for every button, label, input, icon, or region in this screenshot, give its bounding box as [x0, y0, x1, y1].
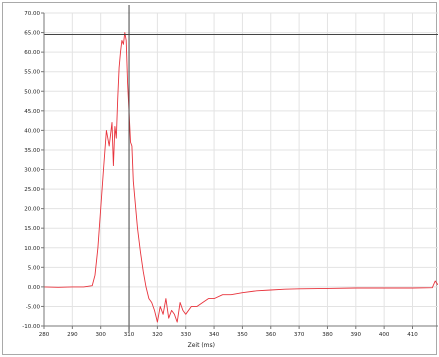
- line-chart: -10.00 -5.00 0.00 5.00 10.00 15.00 20.00 25.00 3…: [22, 5, 438, 349]
- y-axis-ticks: -10.00 -5.00 0.00 5.00 10.00 15.00 20.00 25.00 3…: [22, 11, 44, 330]
- series-group: [43, 32, 438, 323]
- y-tick-label: 65.00: [24, 31, 40, 37]
- y-tick-label: 10.00: [24, 246, 40, 252]
- y-tick-label: -10.00: [22, 324, 40, 330]
- x-tick-label: 330: [180, 332, 191, 338]
- series-line: [43, 32, 438, 323]
- y-tick-label: 55.00: [24, 70, 40, 76]
- x-tick-label: 390: [351, 332, 362, 338]
- y-tick-label: 50.00: [24, 89, 40, 95]
- x-tick-label: 310: [124, 332, 135, 338]
- y-tick-label: 5.00: [28, 265, 41, 271]
- x-tick-label: 280: [39, 332, 50, 338]
- y-tick-label: 30.00: [24, 168, 40, 174]
- y-tick-label: 0.00: [28, 285, 41, 291]
- x-tick-label: 400: [379, 332, 390, 338]
- y-tick-label: 35.00: [24, 148, 40, 154]
- y-tick-label: 15.00: [24, 226, 40, 232]
- x-tick-label: 300: [95, 332, 106, 338]
- y-tick-label: -5.00: [26, 304, 41, 310]
- y-tick-label: 20.00: [24, 207, 40, 213]
- crosshair-cursor[interactable]: [44, 5, 438, 332]
- y-tick-label: 70.00: [24, 11, 40, 17]
- x-axis-ticks: 280 290 300 310 320 330 340 350 360 370 380 390 400 4…: [39, 326, 418, 338]
- x-axis-label: Zeit (ms): [188, 342, 215, 349]
- x-tick-label: 290: [67, 332, 78, 338]
- x-tick-label: 350: [237, 332, 248, 338]
- x-tick-label: 380: [322, 332, 333, 338]
- x-tick-label: 340: [209, 332, 220, 338]
- x-tick-label: 410: [407, 332, 418, 338]
- x-tick-label: 370: [294, 332, 305, 338]
- y-tick-label: 25.00: [24, 187, 40, 193]
- y-tick-label: 40.00: [24, 128, 40, 134]
- x-tick-label: 320: [152, 332, 163, 338]
- y-tick-label: 60.00: [24, 50, 40, 56]
- y-tick-label: 45.00: [24, 109, 40, 115]
- x-tick-label: 360: [266, 332, 277, 338]
